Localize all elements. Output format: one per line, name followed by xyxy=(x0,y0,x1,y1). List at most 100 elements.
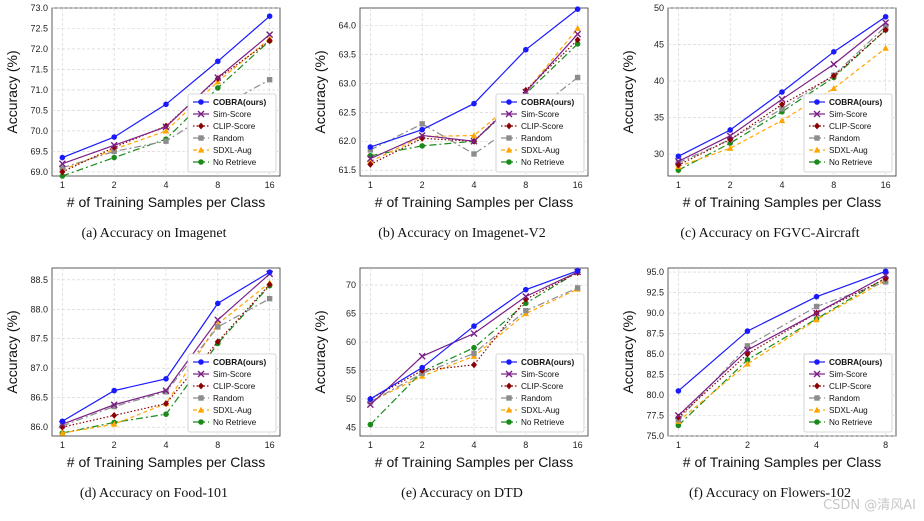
series-line xyxy=(677,278,886,418)
legend-marker xyxy=(506,159,512,165)
chart-svg: 75.0 77.5 80.0 82.5 85.0 87.5 90.0 92.5 95.0 1 2 4 8… xyxy=(620,267,897,470)
y-tick-label: 65 xyxy=(346,309,356,319)
data-point xyxy=(470,137,478,145)
data-point xyxy=(59,418,66,425)
data-point xyxy=(419,364,425,371)
data-point xyxy=(726,132,734,140)
data-point xyxy=(675,388,682,394)
legend-marker xyxy=(506,122,512,130)
data-point xyxy=(366,155,374,163)
chart-panel: 86.0 86.5 87.0 87.5 88.0 88.5 1 2 4 8 16 # of Train… xyxy=(0,260,308,520)
data-point xyxy=(111,143,118,151)
data-point xyxy=(470,132,478,139)
data-point xyxy=(744,360,751,367)
data-point xyxy=(214,316,222,324)
legend-label: COBRA(ours) xyxy=(829,98,882,107)
data-point xyxy=(110,401,118,409)
y-tick-label: 77.5 xyxy=(646,411,664,421)
data-point xyxy=(779,106,785,112)
data-point xyxy=(675,422,682,429)
data-point xyxy=(367,161,374,168)
legend-box xyxy=(495,93,585,173)
chart-panel: 69.0 69.5 70.0 70.5 71.0 71.5 72.0 72.5 73.0 1 2 4 8… xyxy=(0,0,308,260)
x-tick-label: 8 xyxy=(523,180,528,190)
series-line xyxy=(677,274,886,416)
y-tick-label: 90.0 xyxy=(646,308,664,318)
series-line xyxy=(62,38,271,171)
series-cobra-ours- xyxy=(675,268,889,394)
data-point xyxy=(778,117,786,124)
legend: COBRA(ours) Sim-Score CLIP-Score Random SDXL… xyxy=(495,353,585,433)
x-tick-label: 16 xyxy=(573,180,583,190)
legend-marker xyxy=(813,146,821,153)
y-tick-label: 69.0 xyxy=(30,167,48,177)
legend-label: No Retrieve xyxy=(829,158,873,167)
legend-label: SDXL-Aug xyxy=(521,146,560,155)
legend-label: Random xyxy=(521,394,552,403)
data-point xyxy=(214,338,221,346)
x-tick-label: 2 xyxy=(745,440,750,450)
y-tick-label: 64.0 xyxy=(338,20,356,30)
legend-marker xyxy=(197,110,205,118)
x-tick-label: 16 xyxy=(881,180,891,190)
data-point xyxy=(779,101,785,108)
chart-caption: (d) Accuracy on Food-101 xyxy=(79,486,229,501)
x-tick-label: 2 xyxy=(728,180,733,190)
series-cobra-ours- xyxy=(367,268,581,402)
legend: COBRA(ours) Sim-Score CLIP-Score Random SDXL… xyxy=(495,93,585,173)
legend-marker xyxy=(197,146,205,153)
x-tick-label: 4 xyxy=(471,180,476,190)
legend-marker xyxy=(198,159,204,165)
data-point xyxy=(162,387,170,395)
y-tick-label: 70.0 xyxy=(30,126,48,136)
x-tick-label: 8 xyxy=(883,440,888,450)
data-point xyxy=(215,324,221,330)
legend-marker xyxy=(813,370,821,378)
y-axis-label: Accuracy (%) xyxy=(312,310,328,393)
data-point xyxy=(110,420,118,427)
series-line xyxy=(370,43,579,157)
series-line xyxy=(370,27,579,163)
data-point xyxy=(163,411,169,417)
y-tick-label: 92.5 xyxy=(646,288,664,298)
data-point xyxy=(471,350,477,357)
y-axis-label: Accuracy (%) xyxy=(4,310,20,393)
legend-label: Random xyxy=(829,394,860,403)
data-point xyxy=(367,396,374,402)
data-point xyxy=(574,24,581,31)
y-axis-label: Accuracy (%) xyxy=(4,50,20,133)
data-point xyxy=(675,153,682,160)
series-cobra-ours- xyxy=(59,13,273,161)
data-point xyxy=(882,44,889,51)
data-point xyxy=(367,144,374,150)
legend-label: COBRA(ours) xyxy=(829,358,882,367)
data-point xyxy=(675,413,682,421)
y-tick-label: 55 xyxy=(346,366,356,376)
data-point xyxy=(419,367,426,374)
chart-caption: (a) Accuracy on Imagenet xyxy=(81,226,227,241)
legend-label: Sim-Score xyxy=(521,370,560,379)
y-axis-label: Accuracy (%) xyxy=(620,50,636,133)
data-point xyxy=(214,74,222,82)
chart-panel: 61.5 62.0 62.5 63.0 63.5 64.0 1 2 4 8 16 # of Train… xyxy=(308,0,616,260)
data-point xyxy=(674,412,682,420)
legend-marker xyxy=(506,99,512,105)
series-line xyxy=(370,272,578,400)
series-clip-score xyxy=(59,281,273,431)
legend-label: Sim-Score xyxy=(829,110,868,119)
data-point xyxy=(470,329,478,337)
chart-panel: 75.0 77.5 80.0 82.5 85.0 87.5 90.0 92.5 95.0 1 2 4 8… xyxy=(616,260,924,520)
data-point xyxy=(882,26,889,34)
legend-box xyxy=(495,353,585,433)
legend-marker xyxy=(198,395,204,401)
y-tick-label: 62.5 xyxy=(338,107,356,117)
x-tick-label: 2 xyxy=(420,180,425,190)
legend-marker xyxy=(814,395,820,401)
data-point xyxy=(779,89,785,95)
data-point xyxy=(110,141,118,149)
data-point xyxy=(674,157,682,165)
y-tick-label: 71.5 xyxy=(30,64,48,74)
legend-marker xyxy=(814,159,820,165)
x-tick-label: 4 xyxy=(471,440,476,450)
legend-label: No Retrieve xyxy=(521,418,565,427)
